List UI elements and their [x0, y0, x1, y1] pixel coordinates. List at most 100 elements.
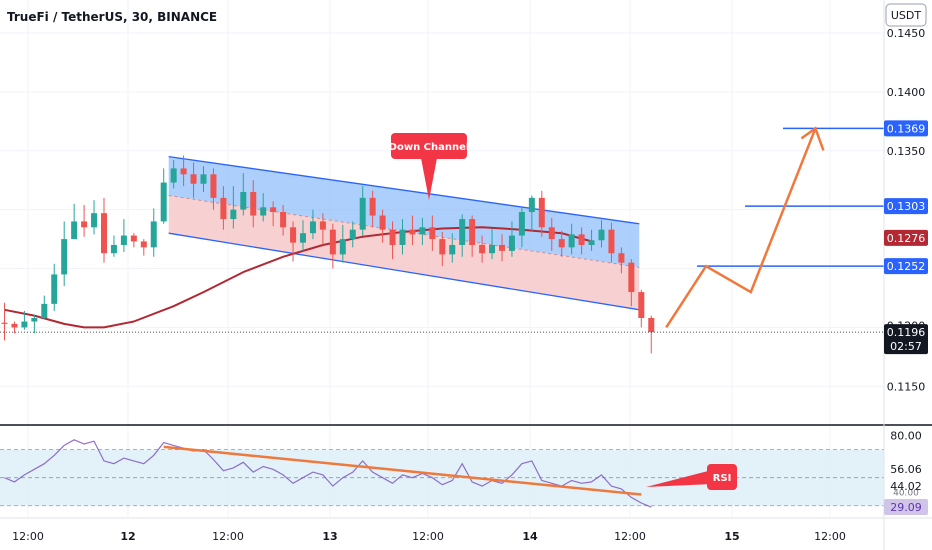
candle[interactable]	[190, 162, 197, 198]
candle[interactable]	[101, 197, 107, 263]
rsi-trendline[interactable]	[163, 445, 642, 496]
candle[interactable]	[449, 233, 456, 263]
candle[interactable]	[110, 235, 117, 257]
candle[interactable]	[548, 217, 555, 251]
candle[interactable]	[81, 204, 88, 237]
candle[interactable]	[419, 217, 426, 245]
candle[interactable]	[160, 168, 167, 224]
candle[interactable]	[11, 321, 18, 334]
price-level-label-bg	[884, 258, 928, 275]
ma-label: 0.1276	[887, 232, 926, 245]
price-level-lines[interactable]	[0, 127, 884, 333]
candle[interactable]	[41, 295, 48, 320]
candle[interactable]	[359, 186, 366, 236]
candle[interactable]	[618, 247, 625, 274]
channel-lower-line[interactable]	[168, 232, 640, 311]
candle[interactable]	[31, 314, 38, 334]
price-level-label-text: 0.1369	[887, 122, 926, 135]
price-level-label[interactable]: 0.1369	[884, 120, 928, 137]
candle-body	[528, 197, 535, 212]
candle[interactable]	[51, 263, 58, 311]
candle[interactable]	[200, 166, 207, 192]
candle[interactable]	[409, 215, 416, 245]
currency-badge[interactable]: USDT	[885, 3, 927, 27]
candle[interactable]	[389, 221, 396, 260]
candle[interactable]	[628, 259, 635, 307]
candle[interactable]	[479, 235, 486, 263]
candle[interactable]	[319, 213, 326, 245]
candle[interactable]	[260, 193, 267, 222]
time-tick-label: 12:00	[412, 530, 444, 543]
candle[interactable]	[61, 221, 68, 287]
candle[interactable]	[558, 230, 565, 257]
candle[interactable]	[608, 222, 615, 263]
candle[interactable]	[568, 223, 575, 255]
candle[interactable]	[150, 208, 157, 257]
candle[interactable]	[21, 310, 28, 330]
candle[interactable]	[290, 221, 297, 262]
candle[interactable]	[71, 203, 78, 240]
candle[interactable]	[429, 215, 436, 251]
candle[interactable]	[508, 221, 515, 257]
candle[interactable]	[250, 180, 257, 228]
candle-body	[538, 197, 545, 228]
candle[interactable]	[170, 160, 177, 189]
candle[interactable]	[91, 200, 98, 235]
rsi-callout[interactable]: RSI	[646, 464, 737, 490]
candle[interactable]	[469, 215, 476, 257]
rsi-pane[interactable]: RSI	[0, 424, 932, 508]
candle[interactable]	[369, 190, 376, 228]
candle-body	[190, 174, 197, 184]
candle[interactable]	[220, 186, 227, 230]
time-tick-label: 12:00	[614, 530, 646, 543]
candle[interactable]	[270, 201, 277, 227]
candle[interactable]	[140, 239, 147, 256]
channel-middle-line[interactable]	[168, 195, 640, 268]
candle-body	[429, 227, 436, 240]
candle-body	[598, 229, 605, 241]
candle[interactable]	[240, 173, 247, 216]
candle[interactable]	[399, 219, 406, 255]
candle[interactable]	[230, 186, 237, 229]
candle[interactable]	[309, 209, 316, 240]
candle[interactable]	[439, 232, 446, 267]
candle[interactable]	[349, 221, 356, 248]
price-level-label-bg	[884, 198, 928, 215]
candle[interactable]	[180, 155, 187, 187]
candle-body	[309, 221, 316, 234]
channel-upper-line[interactable]	[168, 156, 640, 225]
projection-path[interactable]	[665, 127, 817, 329]
candle[interactable]	[300, 220, 306, 251]
candle[interactable]	[518, 207, 525, 248]
price-projection-path[interactable]	[665, 126, 825, 329]
candle[interactable]	[528, 195, 535, 231]
candle[interactable]	[329, 223, 336, 269]
candle[interactable]	[638, 289, 645, 328]
candle[interactable]	[120, 219, 127, 253]
candle[interactable]	[210, 168, 217, 210]
candle-body	[479, 244, 486, 254]
price-level-label[interactable]: 0.1303	[884, 198, 928, 215]
candle[interactable]	[459, 214, 466, 257]
candle-body	[290, 227, 297, 243]
candle[interactable]	[538, 190, 545, 237]
candle[interactable]	[588, 229, 595, 251]
candle[interactable]	[339, 224, 346, 263]
candle-body	[210, 174, 217, 198]
price-tick-label: 0.1350	[887, 145, 926, 158]
price-pane[interactable]	[0, 126, 884, 354]
candle[interactable]	[379, 209, 386, 243]
candle[interactable]	[489, 228, 496, 260]
candle[interactable]	[499, 234, 505, 262]
candle[interactable]	[1, 302, 8, 341]
candle[interactable]	[648, 315, 655, 354]
down-channel-callout[interactable]: Down Channel	[389, 133, 470, 200]
candle[interactable]	[280, 204, 287, 236]
countdown-text: 02:57	[890, 340, 922, 353]
price-level-label[interactable]: 0.1252	[884, 258, 928, 275]
candle[interactable]	[578, 227, 585, 255]
candle[interactable]	[130, 233, 137, 248]
candle[interactable]	[598, 220, 605, 248]
candlesticks[interactable]	[1, 155, 655, 354]
